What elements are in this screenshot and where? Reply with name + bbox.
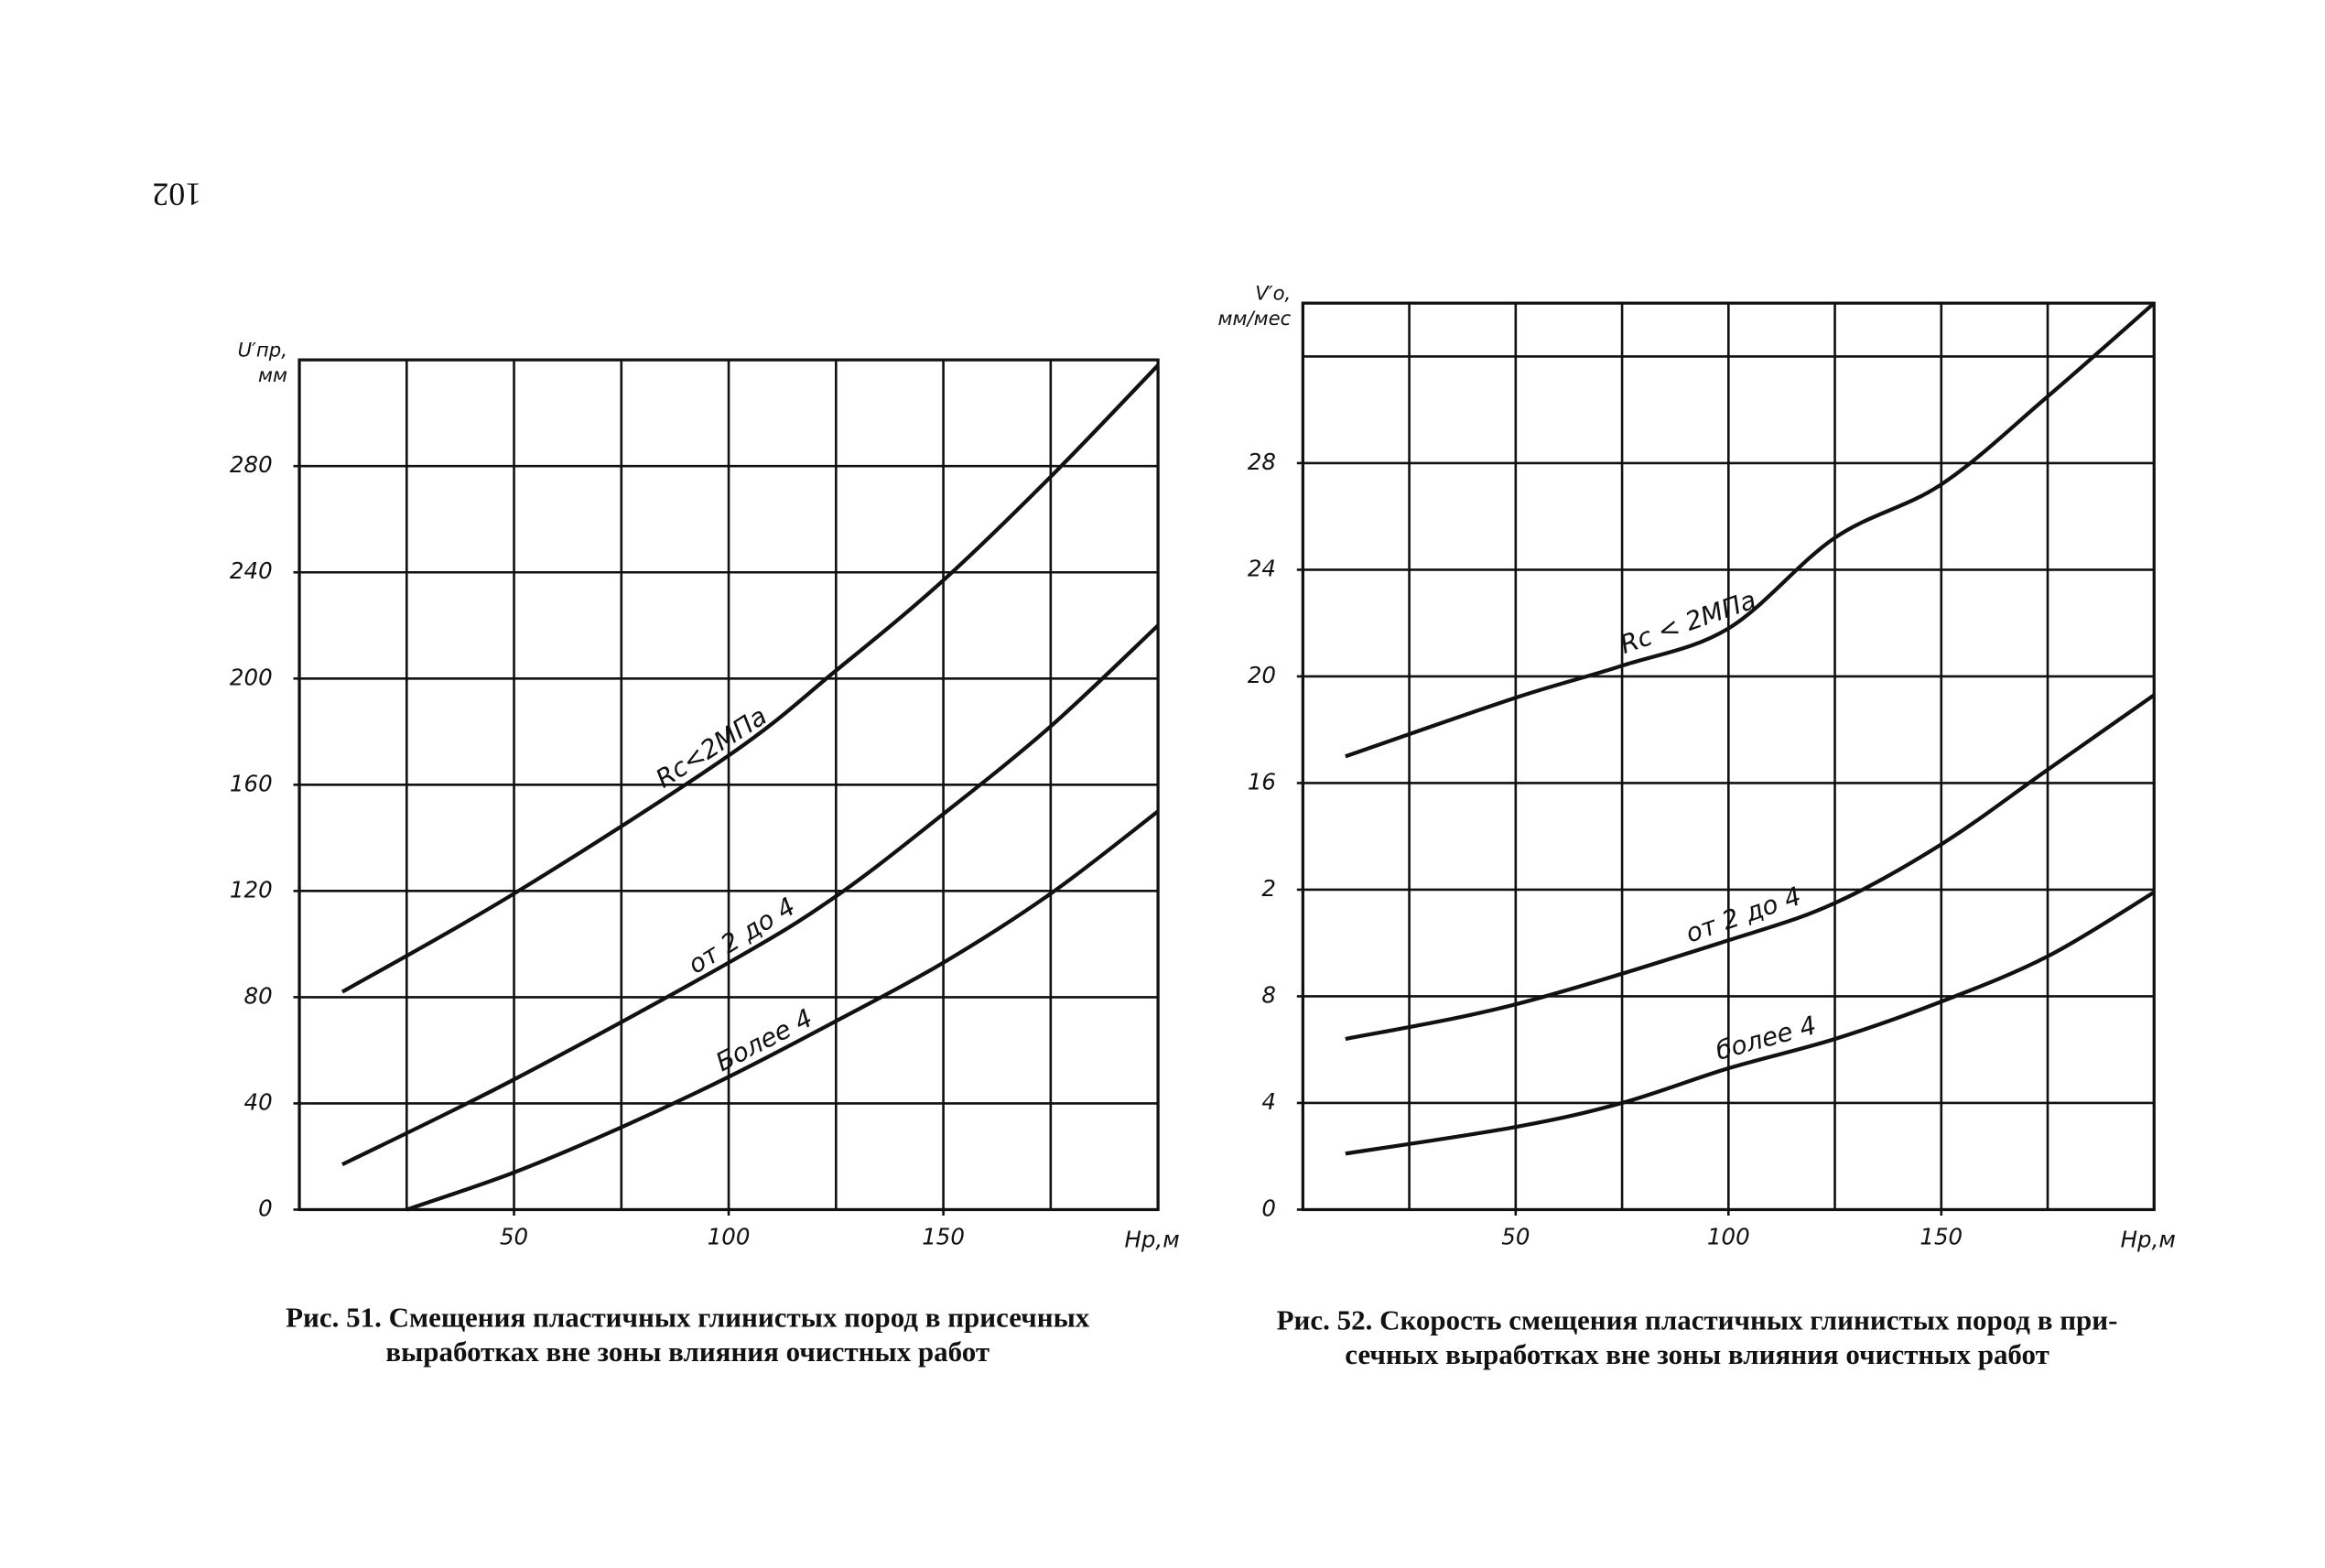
y-tick-label: 2 (1261, 875, 1276, 902)
y-tick-label: 0 (258, 1195, 273, 1221)
caption: Рис. 52. Скорость смещения пластичных гл… (1277, 1304, 2118, 1336)
y-tick-label: 16 (1248, 768, 1276, 795)
caption: Рис. 51. Смещения пластичных глинистых п… (286, 1301, 1090, 1333)
y-tick-label: 8 (1261, 981, 1276, 1008)
page-number: 102 (152, 177, 201, 213)
x-tick-label: 100 (708, 1223, 751, 1249)
data-line (1345, 301, 2156, 759)
x-tick-label: 150 (1919, 1223, 1963, 1249)
data-line (406, 809, 1160, 1212)
y-tick-label: 280 (230, 451, 273, 478)
series-label: от 2 до 4 (683, 892, 801, 980)
y-tick-label: 40 (244, 1088, 273, 1115)
y-tick-label: 120 (230, 876, 273, 903)
y-tick-label: 0 (1261, 1195, 1276, 1221)
y-tick-label: 160 (230, 770, 273, 796)
data-line (1345, 693, 2156, 1042)
y-tick-label: 80 (244, 982, 273, 1009)
y-tick-label: 200 (230, 664, 273, 690)
series-label: Rc<2МПа (650, 700, 772, 794)
y-tick-label: 20 (1248, 662, 1276, 688)
x-axis-label: Hp,м (2121, 1227, 2176, 1253)
y-axis-label: мм/мес (1218, 307, 1292, 330)
data-line (341, 363, 1160, 994)
y-tick-label: 4 (1261, 1088, 1276, 1115)
y-axis-label: U′пр, (238, 338, 287, 361)
y-tick-label: 240 (230, 557, 273, 584)
x-axis-label: Hp,м (1124, 1227, 1179, 1253)
y-axis-label: V′о, (1255, 281, 1291, 304)
y-tick-label: 24 (1248, 555, 1276, 581)
x-tick-label: 150 (922, 1223, 965, 1249)
x-tick-label: 50 (500, 1223, 528, 1249)
y-tick-label: 28 (1248, 449, 1276, 475)
caption: выработках вне зоны влияния очистных раб… (385, 1336, 989, 1368)
x-tick-label: 100 (1707, 1223, 1750, 1249)
x-tick-label: 50 (1501, 1223, 1530, 1249)
data-line (341, 623, 1160, 1167)
caption: сечных выработках вне зоны влияния очист… (1345, 1338, 2049, 1370)
y-axis-label: мм (258, 363, 287, 386)
data-line (1345, 891, 2156, 1156)
